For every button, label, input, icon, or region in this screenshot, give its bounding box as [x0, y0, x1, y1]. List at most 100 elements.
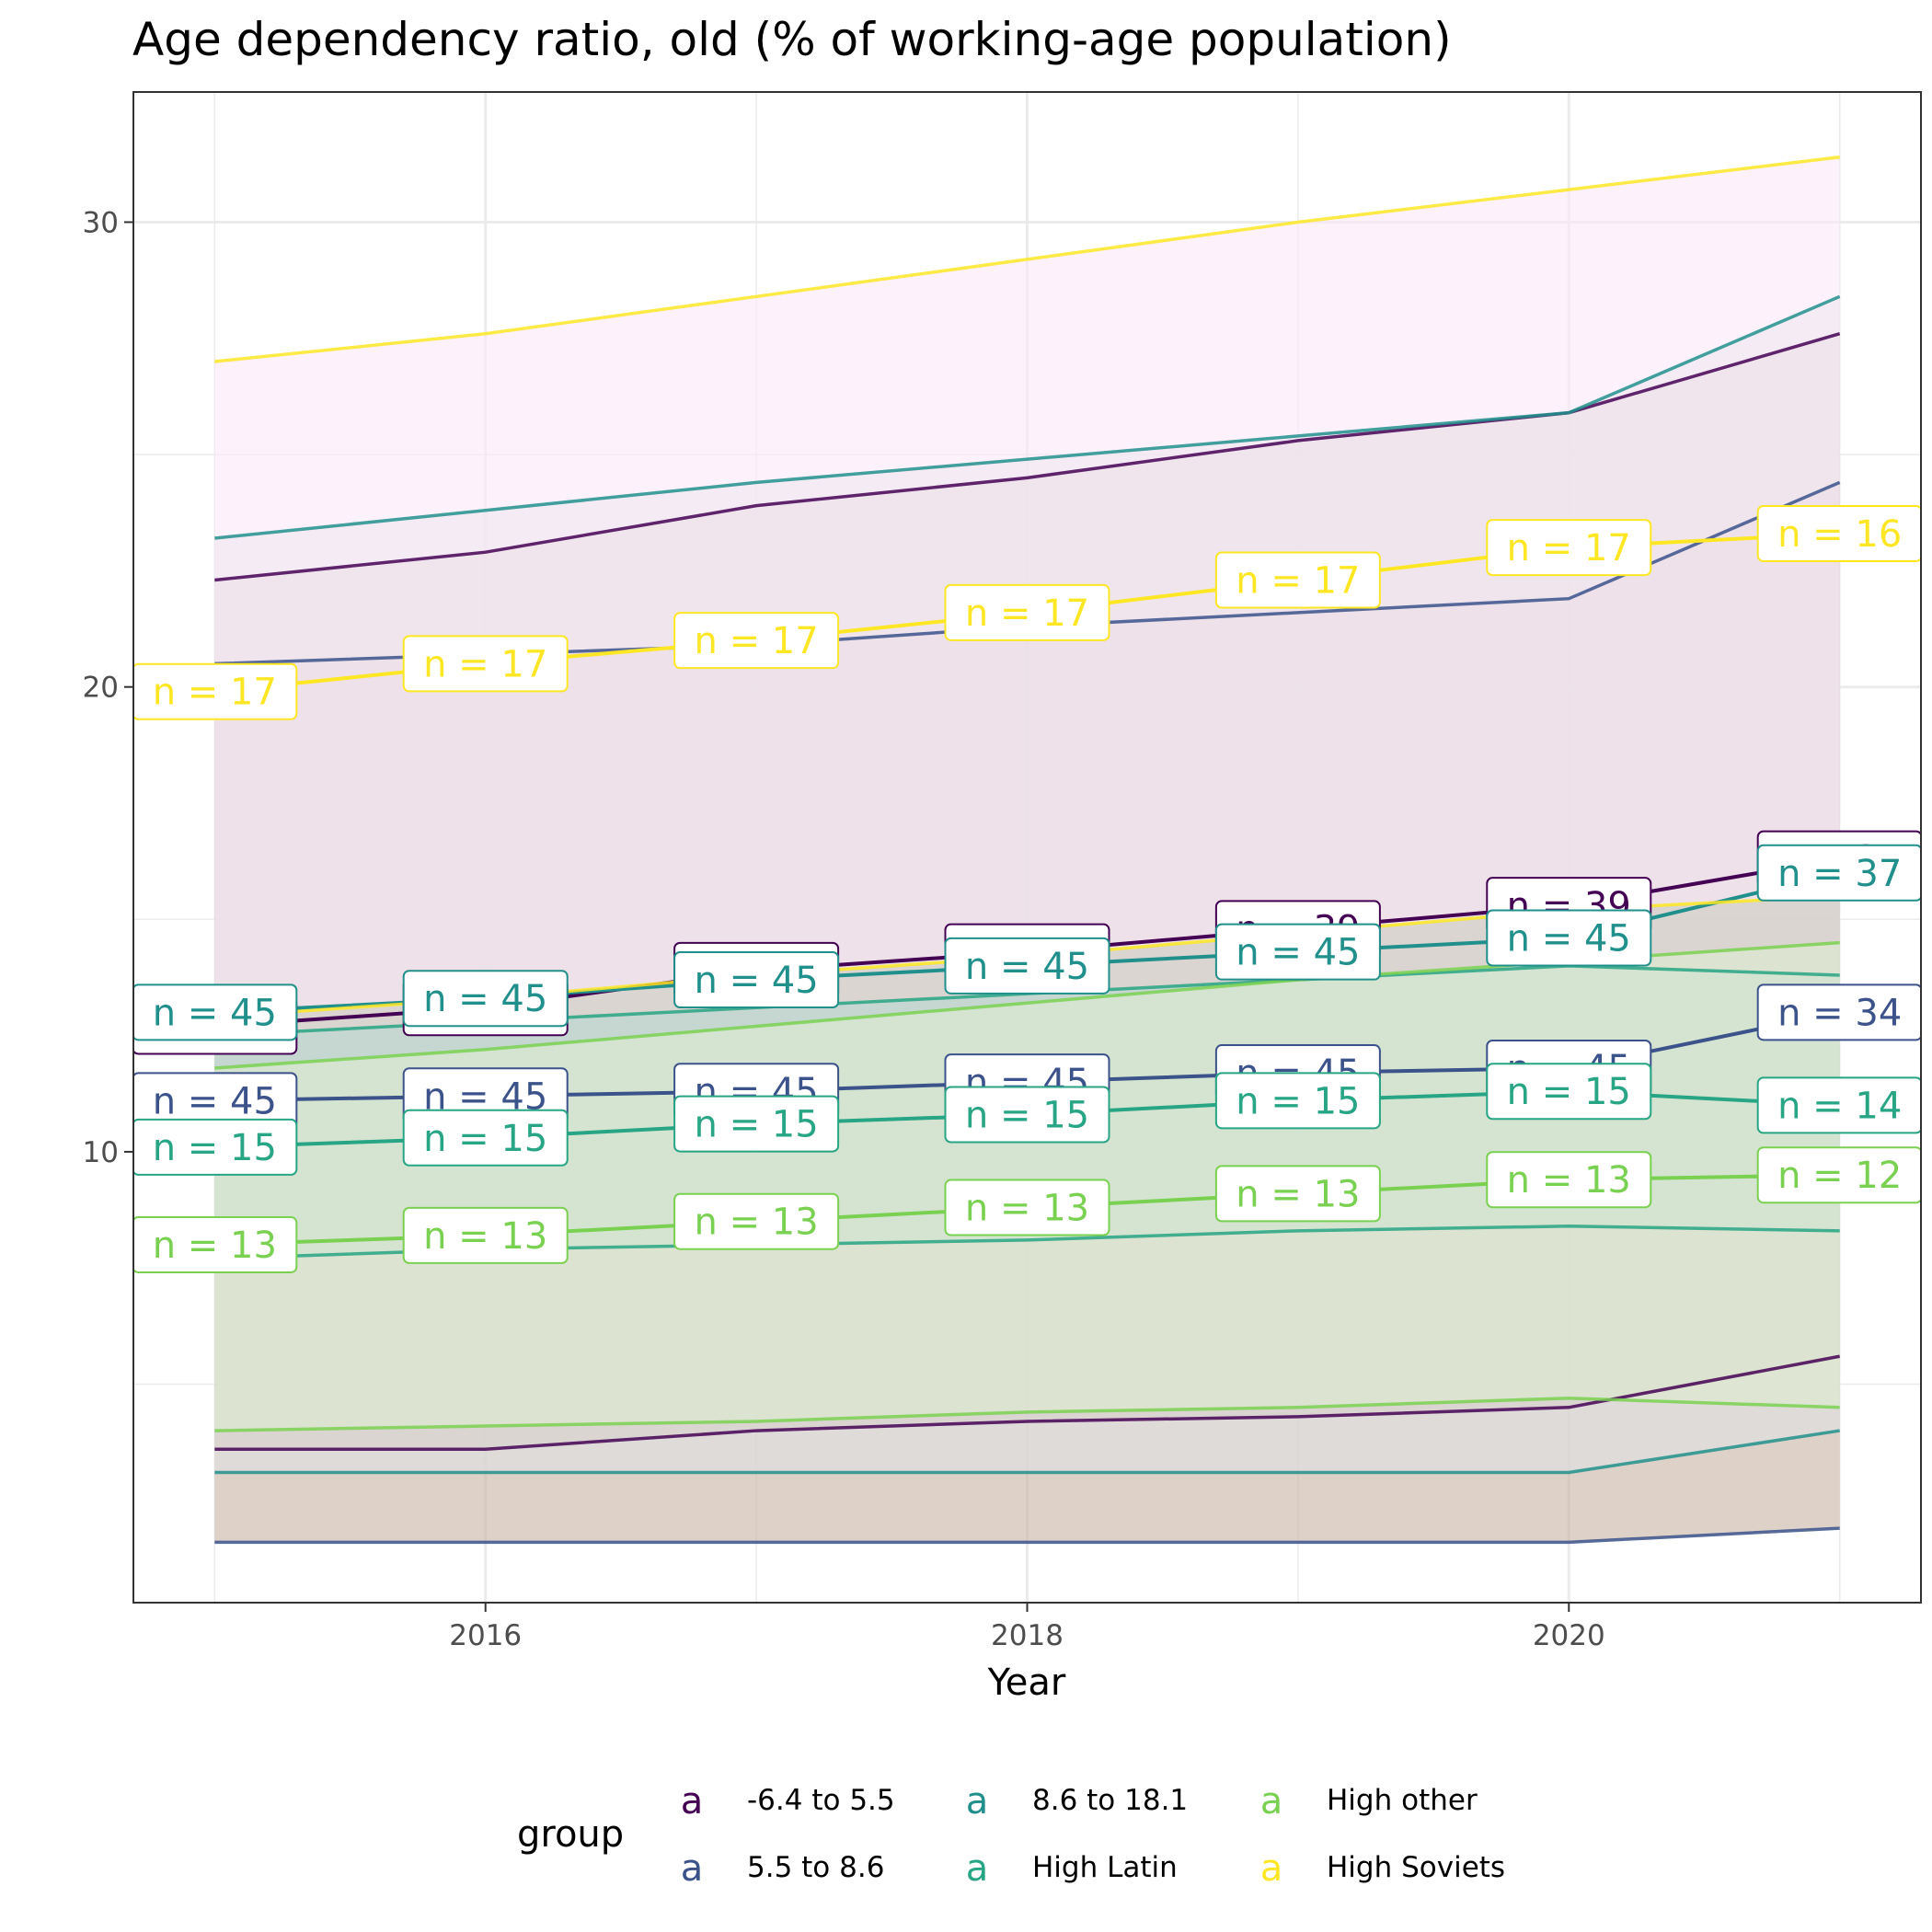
legend-item: a High Latin [966, 1847, 1178, 1890]
legend-title: group [517, 1813, 624, 1856]
legend-key: a [681, 1847, 704, 1890]
n-label: n = 45 [133, 1072, 298, 1130]
n-label-text: n = 45 [965, 946, 1089, 988]
n-label-box [1214, 551, 1381, 609]
legend-label: High Latin [1032, 1851, 1178, 1884]
y-tick-label: 10 [83, 1136, 119, 1169]
n-label: n = 45 [944, 937, 1110, 995]
n-label-box [673, 1095, 840, 1153]
n-label-text: n = 15 [153, 1127, 277, 1169]
n-label: n = 45 [402, 970, 569, 1028]
n-label: n = 13 [133, 1215, 298, 1273]
n-label-box [1214, 1165, 1381, 1223]
n-label-text: n = 16 [1777, 513, 1902, 556]
n-label-text: n = 15 [695, 1104, 819, 1146]
n-label-text: n = 37 [1777, 853, 1902, 895]
n-label-text: n = 13 [965, 1188, 1089, 1230]
legend-key: a [681, 1780, 704, 1823]
n-label-text: n = 12 [1777, 1155, 1902, 1197]
x-tick-label: 2020 [1533, 1619, 1605, 1652]
n-label-text: n = 14 [1777, 1085, 1902, 1127]
n-label: n = 45 [1214, 923, 1381, 981]
n-label-box [1756, 1146, 1921, 1204]
x-tick-label: 2018 [991, 1619, 1064, 1652]
legend-label: -6.4 to 5.5 [747, 1784, 895, 1817]
n-label-box [944, 583, 1110, 641]
n-label-box [402, 635, 569, 693]
chart-title: Age dependency ratio, old (% of working-… [132, 13, 1452, 66]
legend: group a -6.4 to 5.5 a 5.5 to 8.6 a 8.6 to 18.… [517, 1780, 1505, 1890]
n-label-text: n = 45 [1507, 918, 1631, 960]
n-label: n = 16 [1756, 504, 1921, 562]
n-label: n = 13 [673, 1192, 840, 1250]
n-label-box [1756, 983, 1921, 1041]
legend-item: a High other [1260, 1780, 1478, 1823]
n-label: n = 45 [133, 983, 298, 1041]
n-label: n = 17 [402, 635, 569, 693]
y-tick-label: 30 [83, 206, 119, 239]
legend-item: a 5.5 to 8.6 [681, 1847, 885, 1890]
n-label-box [1756, 1076, 1921, 1134]
axes: 10 20 30 2016 2018 2020 [83, 206, 1605, 1652]
legend-label: High other [1327, 1784, 1478, 1817]
n-label-text: n = 15 [423, 1118, 547, 1160]
n-label-box [1486, 909, 1652, 967]
n-label-box [1756, 844, 1921, 902]
n-label-box [673, 612, 840, 670]
series-line-lower-High other [214, 1396, 1840, 1432]
n-label-text: n = 13 [423, 1215, 547, 1258]
n-label-box [133, 1118, 298, 1176]
series-line-lower-5.5 to 8.6 [214, 1526, 1840, 1545]
n-label-box [944, 1086, 1110, 1144]
n-label: n = 15 [944, 1086, 1110, 1144]
n-label-box [402, 970, 569, 1028]
n-label: n = 15 [133, 1118, 298, 1176]
n-label: n = 14 [1756, 1076, 1921, 1134]
n-label-text: n = 17 [153, 672, 277, 714]
series-line-lower--6.4 to 5.5 [214, 1354, 1841, 1452]
n-label-text: n = 17 [423, 643, 547, 685]
n-label-text: n = 45 [1236, 932, 1360, 974]
n-label: n = 34 [1756, 983, 1921, 1041]
x-tick-label: 2016 [449, 1619, 522, 1652]
n-label: n = 45 [1486, 909, 1652, 967]
n-label-text: n = 45 [153, 992, 277, 1034]
n-label-text: n = 45 [153, 1080, 277, 1122]
n-label-box [944, 937, 1110, 995]
n-label-text: n = 15 [965, 1095, 1089, 1137]
legend-item: a 8.6 to 18.1 [966, 1780, 1188, 1823]
n-label: n = 15 [1486, 1063, 1652, 1121]
n-label-box [1756, 504, 1921, 562]
n-label: n = 15 [402, 1109, 569, 1167]
ribbons [214, 156, 1840, 1543]
n-label-text: n = 13 [695, 1202, 819, 1244]
n-label-box [402, 1206, 569, 1264]
series-line-lower-8.6 to 18.1 [214, 1429, 1840, 1475]
n-label-box [673, 950, 840, 1008]
n-label: n = 17 [944, 583, 1110, 641]
legend-key: a [1260, 1847, 1283, 1890]
legend-label: 5.5 to 8.6 [747, 1851, 884, 1884]
legend-key: a [966, 1847, 989, 1890]
n-label-text: n = 17 [965, 592, 1089, 635]
y-tick-label: 20 [83, 672, 119, 705]
n-label: n = 17 [673, 612, 840, 670]
n-label-box [1486, 1063, 1652, 1121]
n-label: n = 13 [944, 1179, 1110, 1236]
n-label-text: n = 17 [1507, 527, 1631, 569]
n-label: n = 17 [1214, 551, 1381, 609]
n-label-text: n = 17 [695, 620, 819, 662]
n-label: n = 13 [402, 1206, 569, 1264]
n-label: n = 17 [133, 662, 298, 720]
n-label: n = 13 [1486, 1151, 1652, 1209]
n-label: n = 15 [673, 1095, 840, 1153]
n-label-box [1214, 1072, 1381, 1130]
n-labels: n = 45n = 45n = 45n = 45n = 39n = 39n = … [133, 504, 1921, 1273]
n-label-text: n = 13 [1236, 1173, 1360, 1215]
series-line-upper-High Soviets [214, 155, 1840, 363]
n-label: n = 37 [1756, 844, 1921, 902]
legend-key: a [966, 1780, 989, 1823]
n-label-box [133, 983, 298, 1041]
legend-key: a [1260, 1780, 1283, 1823]
